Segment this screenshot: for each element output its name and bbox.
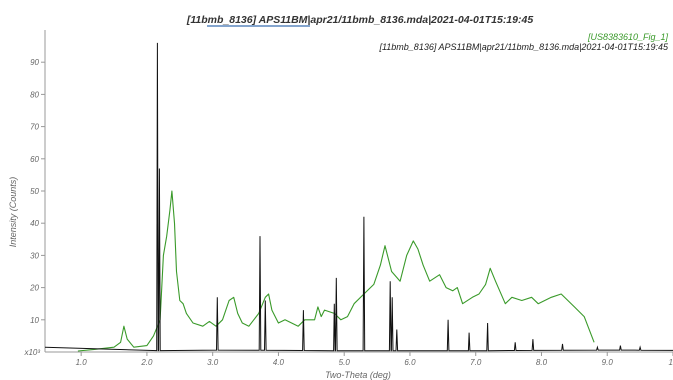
x-tick-label: 10 (669, 358, 673, 367)
x-tick-label: 4.0 (273, 358, 285, 367)
series-black-line (44, 42, 673, 352)
x-tick-label: 3.0 (207, 358, 219, 367)
y-axis-label: Intensity (Counts) (8, 177, 18, 248)
legend-entry-green: [US8383610_Fig_1] (587, 32, 669, 42)
y-tick-label: 20 (29, 284, 39, 293)
x-tick-label: 7.0 (470, 358, 482, 367)
x-tick-label: 8.0 (536, 358, 548, 367)
y-tick-label: 80 (30, 90, 39, 99)
series-green-line (77, 190, 595, 352)
plot-area: 10 20 30 40 50 60 70 80 90 1.0 2.0 3.0 4.0 5.0 6.0 7.0 8… (29, 30, 673, 367)
x-tick-label: 1.0 (76, 358, 88, 367)
x-axis-label: Two-Theta (deg) (325, 370, 391, 380)
y-multiplier-label: x10³ (23, 348, 40, 357)
y-tick-label: 10 (30, 316, 39, 325)
y-tick-label: 30 (30, 251, 39, 260)
y-tick-label: 40 (30, 219, 39, 228)
chart-title: [11bmb_8136] APS11BM|apr21/11bmb_8136.md… (186, 14, 533, 26)
x-tick-label: 2.0 (140, 358, 153, 367)
y-tick-label: 60 (30, 155, 39, 164)
y-tick-label: 50 (30, 187, 39, 196)
x-tick-label: 9.0 (602, 358, 614, 367)
x-tick-label: 6.0 (404, 358, 416, 367)
y-tick-label: 90 (30, 58, 39, 67)
x-tick-label: 5.0 (339, 358, 351, 367)
legend-entry-black: [11bmb_8136] APS11BM|apr21/11bmb_8136.md… (378, 42, 669, 52)
y-tick-label: 70 (30, 123, 39, 132)
